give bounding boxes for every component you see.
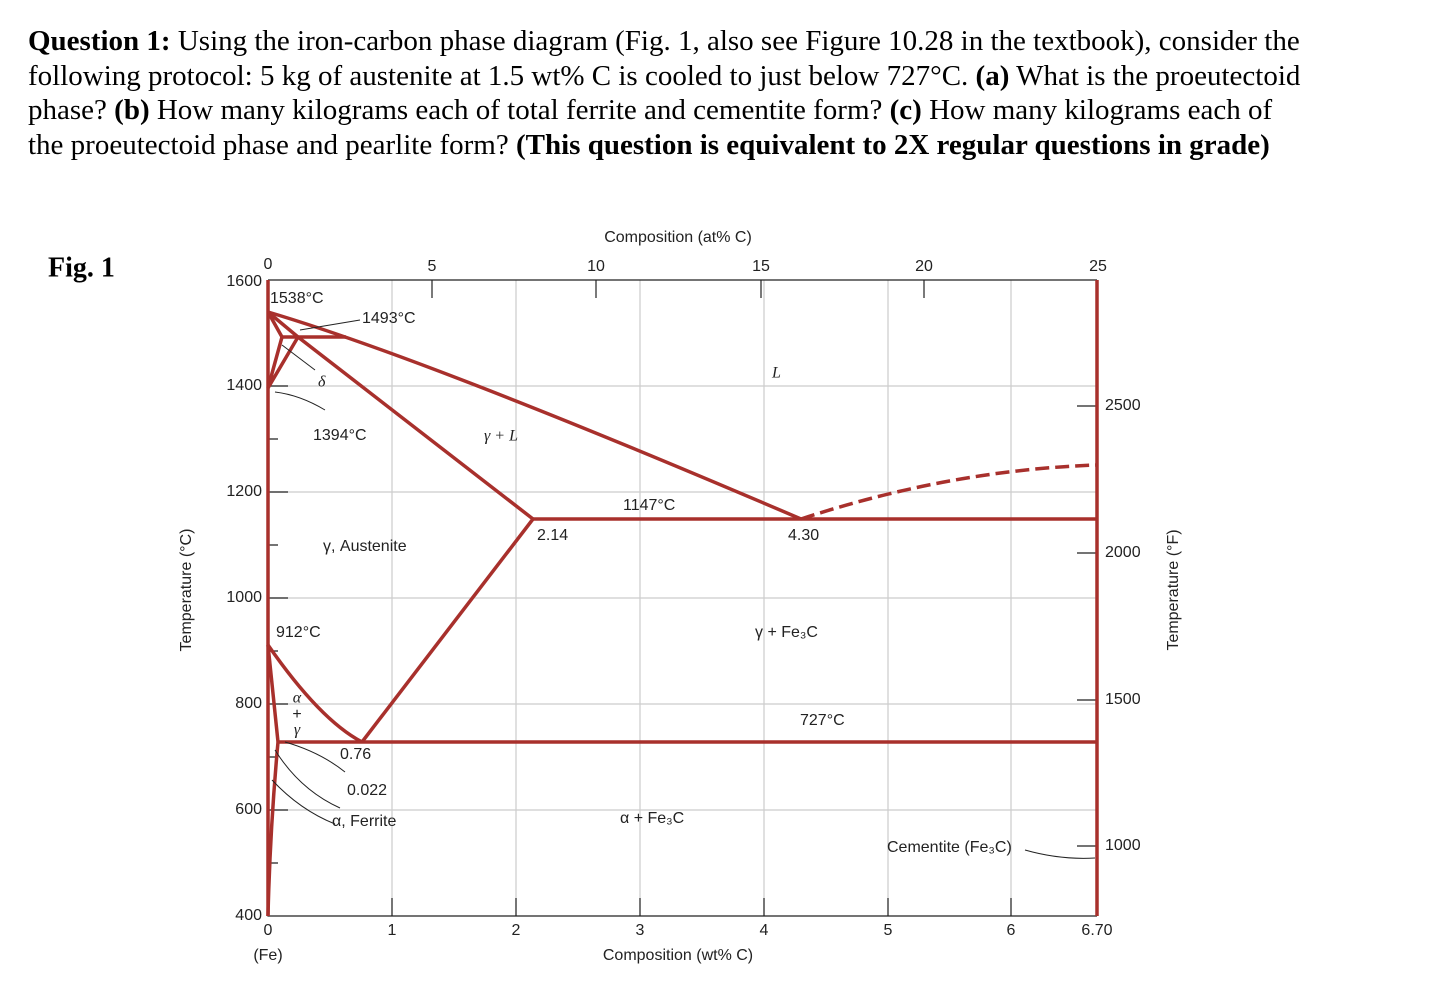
left-tick-label: 1600 xyxy=(226,273,262,290)
right-axis-title: Temperature (°F) xyxy=(1165,529,1182,650)
bottom-note: (Fe) xyxy=(253,947,282,964)
annotation: 2.14 xyxy=(537,527,568,544)
annotation: 1394°C xyxy=(313,427,367,444)
annotation: α, Ferrite xyxy=(332,813,396,830)
question-label: Question 1: xyxy=(28,25,171,57)
annotation: 1147°C xyxy=(623,497,675,514)
question: Question 1: Using the iron-carbon phase … xyxy=(28,24,1303,162)
top-tick-label: 15 xyxy=(752,258,770,275)
annotation: α xyxy=(293,690,302,707)
bottom-tick-label: 1 xyxy=(388,922,397,939)
annotation: 4.30 xyxy=(788,527,819,544)
bottom-axis-title: Composition (wt% C) xyxy=(603,947,753,964)
right-tick-label: 2500 xyxy=(1105,397,1141,414)
bottom-tick-label: 5 xyxy=(884,922,893,939)
annotation: γ + Fe₃C xyxy=(755,624,818,641)
left-tick-label: 1200 xyxy=(226,483,262,500)
top-tick-label: 0 xyxy=(264,256,273,273)
annotation: δ xyxy=(318,374,326,391)
annotation: 0.022 xyxy=(347,782,387,799)
annotation: γ, Austenite xyxy=(323,538,407,555)
bottom-tick-label: 6.70 xyxy=(1081,922,1112,939)
leader-lines xyxy=(271,319,1096,859)
bottom-tick-label: 6 xyxy=(1007,922,1016,939)
annotation: 1493°C xyxy=(362,310,416,327)
bottom-tick-label: 0 xyxy=(264,922,273,939)
top-tick-label: 10 xyxy=(587,258,605,275)
annotation: + xyxy=(292,706,301,723)
annotation: 727°C xyxy=(800,712,845,729)
annotation: α + Fe₃C xyxy=(620,810,684,827)
question-text: Using the iron-carbon phase diagram (Fig… xyxy=(28,25,1300,92)
figure-label: Fig. 1 xyxy=(48,252,115,283)
bottom-tick-label: 4 xyxy=(760,922,769,939)
grid xyxy=(268,280,1097,916)
phase-boundaries xyxy=(266,280,1099,917)
left-tick-label: 1400 xyxy=(226,377,262,394)
annotation: γ xyxy=(294,722,301,739)
top-tick-label: 20 xyxy=(915,258,933,275)
left-tick-label: 600 xyxy=(235,801,262,818)
part-label: (c) xyxy=(889,94,922,126)
part-label: (a) xyxy=(975,59,1010,92)
annotation: γ + L xyxy=(484,428,518,445)
annotation: 912°C xyxy=(276,624,321,641)
part-label: (b) xyxy=(114,94,150,126)
question-text: How many kilograms each of the proeutect… xyxy=(28,94,1273,161)
bottom-tick-label: 2 xyxy=(512,922,521,939)
annotation: 1538°C xyxy=(270,290,324,307)
top-tick-label: 25 xyxy=(1089,258,1107,275)
top-tick-label: 5 xyxy=(428,258,437,275)
top-axis-title: Composition (at% C) xyxy=(604,229,752,246)
left-axis-title: Temperature (°C) xyxy=(178,529,195,652)
question-note: (This question is equivalent to 2X regul… xyxy=(515,128,1270,161)
left-tick-label: 800 xyxy=(235,695,262,712)
annotation: L xyxy=(771,365,781,382)
annotation: 0.76 xyxy=(340,746,371,763)
right-tick-label: 1000 xyxy=(1105,837,1141,854)
question-text: What is the proeutectoid phase? xyxy=(28,59,1301,127)
bottom-tick-label: 3 xyxy=(636,922,645,939)
annotation: Cementite (Fe₃C) xyxy=(887,839,1012,856)
left-tick-label: 400 xyxy=(235,907,262,924)
left-tick-label: 1000 xyxy=(226,589,262,606)
question-text: How many kilograms each of total ferrite… xyxy=(156,94,883,126)
right-tick-label: 2000 xyxy=(1105,544,1141,561)
right-tick-label: 1500 xyxy=(1105,691,1141,708)
